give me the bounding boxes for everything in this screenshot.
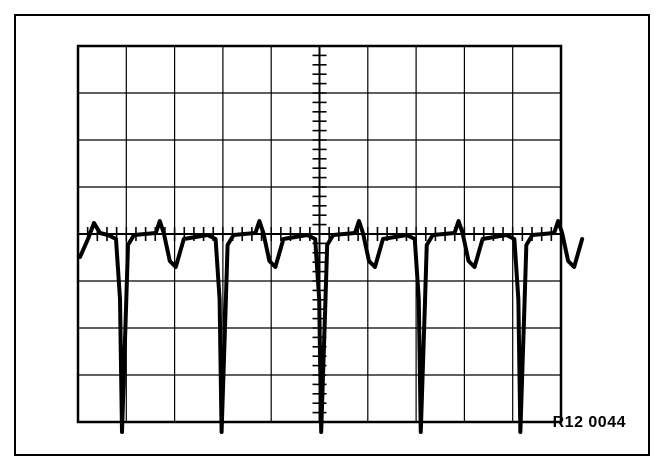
waveform-trace [78,219,585,434]
figure-frame: R12 0044 [14,14,650,456]
figure-reference-code: R12 0044 [552,414,626,431]
oscilloscope-screen [76,44,585,434]
